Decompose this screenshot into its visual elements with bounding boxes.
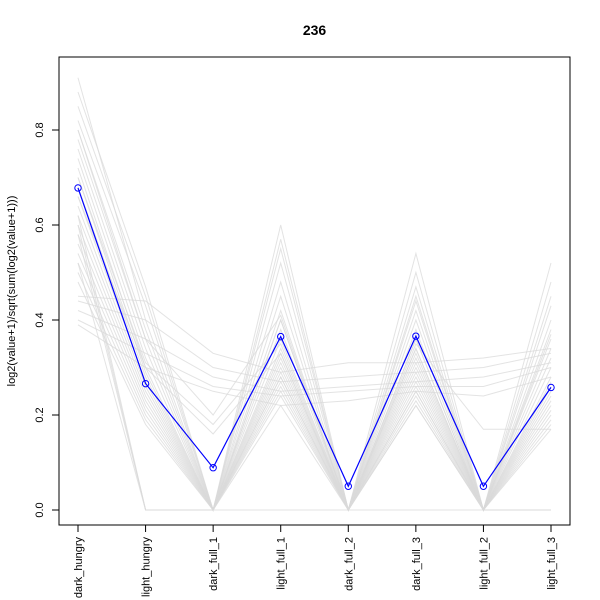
y-tick-label-0: 0.0 bbox=[34, 502, 46, 517]
background-series-line-16 bbox=[77, 234, 552, 512]
background-series-line-33 bbox=[77, 196, 551, 512]
background-series-group bbox=[77, 77, 552, 512]
background-series-line-6 bbox=[77, 139, 552, 512]
x-tick-label-light_hungry: light_hungry bbox=[141, 537, 153, 597]
background-series-line-18 bbox=[77, 253, 552, 512]
y-axis: 0.0 0.2 0.4 0.6 0.8 bbox=[34, 122, 60, 518]
background-series-line-22 bbox=[77, 215, 551, 512]
y-tick-label-3: 0.6 bbox=[34, 217, 46, 232]
x-tick-label-dark_hungry: dark_hungry bbox=[73, 537, 85, 599]
background-series-line-27 bbox=[77, 300, 552, 383]
highlighted-series-group bbox=[74, 184, 555, 490]
background-series-line-28 bbox=[77, 310, 552, 392]
highlighted-point-light_hungry bbox=[141, 379, 150, 388]
background-series-line-5 bbox=[77, 129, 552, 512]
background-series-line-2 bbox=[77, 91, 552, 512]
background-series-line-32 bbox=[77, 177, 552, 512]
highlighted-point-dark_full_3 bbox=[412, 332, 420, 340]
y-tick-label-1: 0.2 bbox=[34, 407, 46, 422]
highlighted-point-dark_hungry bbox=[74, 184, 82, 192]
x-tick-label-dark_full_1: dark_full_1 bbox=[208, 537, 220, 591]
highlighted-point-dark_full_1 bbox=[209, 464, 217, 472]
y-tick-label-2: 0.4 bbox=[34, 312, 46, 327]
highlighted-point-light_full_3 bbox=[547, 383, 555, 392]
background-series-line-29 bbox=[77, 319, 552, 397]
x-tick-label-dark_full_2: dark_full_2 bbox=[343, 537, 355, 591]
y-tick-label-4: 0.8 bbox=[34, 122, 46, 137]
highlighted-point-light_full_1 bbox=[277, 332, 285, 341]
background-series-line-10 bbox=[77, 177, 552, 512]
x-tick-label-dark_full_3: dark_full_3 bbox=[411, 537, 423, 591]
plot-frame bbox=[58, 56, 571, 526]
background-series-line-25 bbox=[77, 262, 551, 511]
x-tick-label-light_full_2: light_full_2 bbox=[478, 537, 490, 590]
highlighted-series-line bbox=[77, 187, 552, 488]
background-series-line-3 bbox=[77, 106, 552, 512]
background-series-line-26 bbox=[77, 295, 552, 373]
highlighted-point-dark_full_2 bbox=[344, 482, 352, 490]
background-series-line-24 bbox=[77, 234, 551, 512]
x-tick-label-light_full_1: light_full_1 bbox=[276, 537, 288, 590]
x-axis: dark_hungry light_hungry dark_full_1 light_… bbox=[73, 524, 558, 599]
background-series-line-30 bbox=[77, 324, 552, 407]
chart-title: 236 bbox=[303, 22, 327, 38]
highlighted-point-light_full_2 bbox=[479, 482, 488, 490]
y-axis-label: log2(value+1)/sqrt(sum(log2(value+1))) bbox=[6, 196, 18, 387]
background-series-line-14 bbox=[77, 215, 552, 512]
x-tick-label-light_full_3: light_full_3 bbox=[546, 537, 558, 590]
background-series-line-12 bbox=[77, 196, 552, 512]
